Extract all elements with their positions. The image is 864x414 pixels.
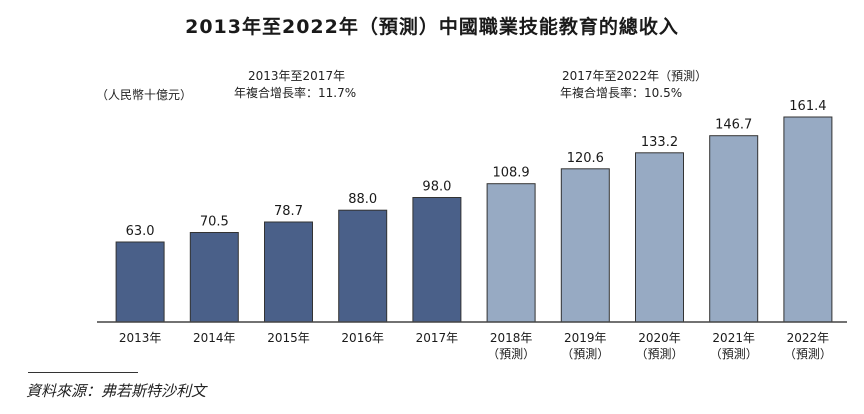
bar-2018年	[486, 183, 536, 323]
value-label: 133.2	[641, 135, 678, 150]
x-tick-label: 2020年	[638, 331, 681, 345]
value-label: 120.6	[567, 151, 604, 166]
bar-2016年	[338, 209, 388, 323]
x-tick-labels-group: 2013年 2014年 2015年 2016年 2017年 2018年 （預測） 2019年 （…	[119, 331, 832, 361]
bar-2017年	[412, 197, 462, 323]
cagr-rate-label: 年複合增長率：10.5%	[560, 86, 683, 100]
value-label: 161.4	[789, 99, 826, 114]
bar-2013年	[115, 241, 165, 323]
chart-title: 2013年至2022年（預測）中國職業技能教育的總收入	[185, 16, 679, 38]
x-tick-label: 2022年	[787, 331, 830, 345]
source-divider	[28, 372, 138, 373]
bar-2019年	[560, 168, 610, 323]
value-label: 88.0	[348, 192, 377, 207]
cagr-period-label: 2013年至2017年	[248, 69, 346, 83]
x-tick-label: 2021年	[712, 331, 755, 345]
value-label: 78.7	[274, 204, 303, 219]
bar-2022年	[783, 116, 833, 323]
bar-2015年	[264, 221, 313, 323]
x-tick-sublabel: （預測）	[561, 347, 609, 361]
source-note: 資料來源：弗若斯特沙利文	[26, 382, 207, 400]
cagr-annotation-forecast: 2017年至2022年（預測） 年複合增長率：10.5%	[560, 68, 707, 102]
x-tick-sublabel: （預測）	[784, 347, 832, 361]
x-tick-label: 2013年	[119, 331, 162, 345]
bar-2021年	[709, 135, 759, 323]
x-tick-sublabel: （預測）	[635, 347, 683, 361]
x-tick-label: 2016年	[341, 331, 384, 345]
value-label: 63.0	[126, 224, 155, 239]
x-tick-label: 2015年	[267, 331, 310, 345]
bar-2020年	[635, 152, 684, 323]
x-tick-sublabel: （預測）	[710, 347, 758, 361]
x-tick-label: 2017年	[416, 331, 459, 345]
cagr-period-label: 2017年至2022年（預測）	[562, 69, 708, 83]
x-tick-label: 2019年	[564, 331, 607, 345]
value-labels-group: 63.0 70.5 78.7 88.0 98.0 108.9 120.6 133.2 146.7…	[126, 99, 827, 239]
unit-label: （人民幣十億元）	[96, 88, 193, 102]
x-tick-label: 2018年	[490, 331, 533, 345]
x-tick-sublabel: （預測）	[487, 347, 535, 361]
cagr-annotation-historical: 2013年至2017年 年複合增長率：11.7%	[234, 68, 356, 102]
value-label: 146.7	[715, 118, 752, 133]
value-label: 108.9	[492, 166, 529, 181]
bar-2014年	[189, 232, 239, 323]
value-label: 70.5	[200, 215, 229, 230]
cagr-rate-label: 年複合增長率：11.7%	[234, 86, 357, 100]
x-tick-label: 2014年	[193, 331, 236, 345]
value-label: 98.0	[422, 180, 451, 195]
